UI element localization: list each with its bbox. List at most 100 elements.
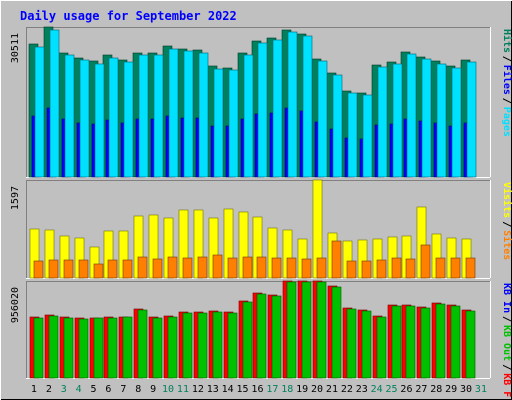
bar-pages-day-7: Pages 7: 23300 bbox=[123, 61, 134, 178]
bar-sites-day-5: Sites 5: 220 bbox=[93, 263, 104, 279]
x-tick-label-day-11: 11 bbox=[177, 384, 189, 395]
bar-kb-out-day-7: KB Out 7: 598000 bbox=[122, 316, 133, 379]
side-label: Pages bbox=[501, 107, 512, 137]
bar-sites-day-18: Sites 18: 330 bbox=[286, 257, 297, 279]
bar-pages-day-26: Pages 26: 25000 bbox=[406, 53, 417, 178]
side-label-separator: / bbox=[501, 56, 512, 62]
series-pages: Pages 1: 26400 Pages 2: 29800 Pages 3: 248… bbox=[34, 29, 477, 178]
bar-kb-out-day-26: KB Out 26: 708000 bbox=[405, 305, 416, 379]
x-tick-label-day-12: 12 bbox=[192, 384, 204, 395]
bar-pages-day-15: Pages 15: 24800 bbox=[243, 54, 254, 178]
bar-sites-day-29: Sites 29: 330 bbox=[450, 257, 461, 279]
bar-kb-out-day-3: KB Out 3: 590000 bbox=[63, 317, 74, 379]
chart-title: Daily usage for September 2022 bbox=[20, 9, 237, 23]
bar-pages-day-10: Pages 10: 26100 bbox=[168, 48, 179, 178]
bar-pages-day-16: Pages 16: 27200 bbox=[257, 42, 268, 178]
x-tick-label-day-8: 8 bbox=[135, 384, 141, 395]
series-side-labels: KB In / KB Out / KB F bbox=[501, 283, 512, 397]
bar-pages-day-23: Pages 23: 16600 bbox=[362, 94, 373, 178]
x-tick-label-day-21: 21 bbox=[326, 384, 338, 395]
bar-pages-day-11: Pages 11: 25600 bbox=[183, 50, 194, 178]
x-tick-label-day-17: 17 bbox=[266, 384, 278, 395]
x-tick-label-day-20: 20 bbox=[311, 384, 323, 395]
bar-pages-day-14: Pages 14: 21700 bbox=[228, 69, 239, 178]
bar-pages-day-19: Pages 19: 28600 bbox=[302, 35, 313, 178]
bar-sites-day-22: Sites 22: 280 bbox=[346, 260, 357, 279]
bar-pages-day-8: Pages 8: 24800 bbox=[138, 54, 149, 178]
bar-sites-day-25: Sites 25: 320 bbox=[391, 257, 402, 279]
bar-sites-day-6: Sites 6: 290 bbox=[107, 259, 118, 279]
series-side-labels: Visits / Sites bbox=[501, 182, 512, 260]
bar-kb-out-day-14: KB Out 14: 640000 bbox=[227, 312, 238, 379]
bar-kb-out-day-11: KB Out 11: 640000 bbox=[182, 312, 193, 379]
side-label: KB F bbox=[501, 373, 512, 397]
x-tick-label-day-27: 27 bbox=[415, 384, 427, 395]
bar-pages-day-5: Pages 5: 23000 bbox=[94, 63, 105, 178]
series-sites: Sites 1: 280 Sites 2: 290 Sites 3: 290 Site… bbox=[33, 240, 476, 279]
x-tick-label-day-5: 5 bbox=[91, 384, 97, 395]
axis-max-label: 1597 bbox=[10, 186, 21, 210]
x-tick-label-day-18: 18 bbox=[281, 384, 293, 395]
x-tick-label-day-31: 31 bbox=[475, 384, 487, 395]
bar-sites-day-17: Sites 17: 330 bbox=[271, 257, 282, 279]
x-tick-label-day-1: 1 bbox=[31, 384, 37, 395]
bar-sites-day-12: Sites 12: 340 bbox=[197, 256, 208, 279]
panel-kbytes: 956020 KB In/KB Out/KB FKB F 1: 598000KB … bbox=[10, 280, 512, 397]
side-label: Visits bbox=[501, 182, 512, 218]
bar-pages-day-2: Pages 2: 29800 bbox=[49, 29, 60, 178]
bar-sites-day-14: Sites 14: 330 bbox=[227, 257, 238, 279]
bar-kb-out-day-15: KB Out 15: 748000 bbox=[242, 301, 253, 379]
bar-sites-day-8: Sites 8: 350 bbox=[137, 256, 148, 279]
bar-sites-day-30: Sites 30: 330 bbox=[465, 257, 476, 279]
bar-sites-day-13: Sites 13: 380 bbox=[212, 254, 223, 279]
x-tick-label-day-23: 23 bbox=[356, 384, 368, 395]
x-tick-label-day-28: 28 bbox=[430, 384, 442, 395]
series-kb-out: KB Out 1: 590000 KB Out 2: 608000 KB Out 3… bbox=[33, 281, 476, 379]
bar-pages-day-24: Pages 24: 22300 bbox=[377, 66, 388, 178]
bar-sites-day-10: Sites 10: 340 bbox=[167, 256, 178, 279]
bar-kb-out-day-17: KB Out 17: 808000 bbox=[271, 295, 282, 379]
bar-kb-out-day-27: KB Out 27: 688000 bbox=[420, 307, 431, 379]
bar-pages-day-12: Pages 12: 25300 bbox=[198, 52, 209, 178]
bar-kb-out-day-19: KB Out 19: 946000 bbox=[301, 281, 312, 379]
bar-kb-out-day-23: KB Out 23: 658000 bbox=[361, 310, 372, 379]
bar-sites-day-23: Sites 23: 280 bbox=[361, 260, 372, 279]
bar-pages-day-18: Pages 18: 29400 bbox=[287, 31, 298, 178]
bar-kb-out-day-16: KB Out 16: 832000 bbox=[256, 293, 267, 379]
side-label-separator: / bbox=[501, 98, 512, 104]
bar-pages-day-28: Pages 28: 23000 bbox=[436, 63, 447, 178]
bar-sites-day-24: Sites 24: 300 bbox=[376, 259, 387, 279]
bar-sites-day-4: Sites 4: 290 bbox=[78, 259, 89, 279]
side-label: KB In bbox=[501, 283, 512, 313]
bar-pages-day-17: Pages 17: 27800 bbox=[272, 39, 283, 178]
x-tick-label-day-9: 9 bbox=[150, 384, 156, 395]
x-tick-label-day-16: 16 bbox=[251, 384, 263, 395]
bar-kb-out-day-5: KB Out 5: 588000 bbox=[93, 317, 104, 379]
bar-kb-out-day-9: KB Out 9: 590000 bbox=[152, 317, 163, 379]
bar-pages-day-22: Pages 22: 17000 bbox=[347, 92, 358, 178]
bar-sites-day-2: Sites 2: 290 bbox=[48, 259, 59, 279]
bar-kb-out-day-2: KB Out 2: 608000 bbox=[48, 315, 59, 379]
bar-pages-day-25: Pages 25: 22900 bbox=[392, 63, 403, 178]
x-axis-labels: 1 2 3 4 5 6 7 8 9 10 11 12 13 14 15 16 17 18 19 20 21 22 23 24 2… bbox=[31, 384, 487, 395]
bar-kb-out-day-28: KB Out 28: 728000 bbox=[435, 303, 446, 379]
bar-kb-out-day-25: KB Out 25: 708000 bbox=[391, 305, 402, 379]
x-tick-label-day-7: 7 bbox=[120, 384, 126, 395]
bar-kb-out-day-8: KB Out 8: 668000 bbox=[137, 309, 148, 379]
side-label-separator: / bbox=[501, 364, 512, 370]
x-tick-label-day-30: 30 bbox=[460, 384, 472, 395]
panel-sites_visits: 1597 Visits/SitesVisits 1: 800Visits 2: 7… bbox=[10, 179, 512, 279]
bar-pages-day-6: Pages 6: 24300 bbox=[108, 57, 119, 178]
bar-kb-out-day-29: KB Out 29: 708000 bbox=[450, 305, 461, 379]
x-tick-label-day-19: 19 bbox=[296, 384, 308, 395]
bar-sites-day-21: Sites 21: 610 bbox=[331, 240, 342, 279]
bar-sites-day-16: Sites 16: 340 bbox=[256, 256, 267, 279]
x-tick-label-day-15: 15 bbox=[237, 384, 249, 395]
side-label: Sites bbox=[501, 230, 512, 260]
bar-sites-day-11: Sites 11: 330 bbox=[182, 257, 193, 279]
bar-kb-out-day-18: KB Out 18: 946000 bbox=[286, 281, 297, 379]
side-label: KB Out bbox=[501, 325, 512, 361]
bar-kb-out-day-13: KB Out 13: 652000 bbox=[212, 311, 223, 379]
